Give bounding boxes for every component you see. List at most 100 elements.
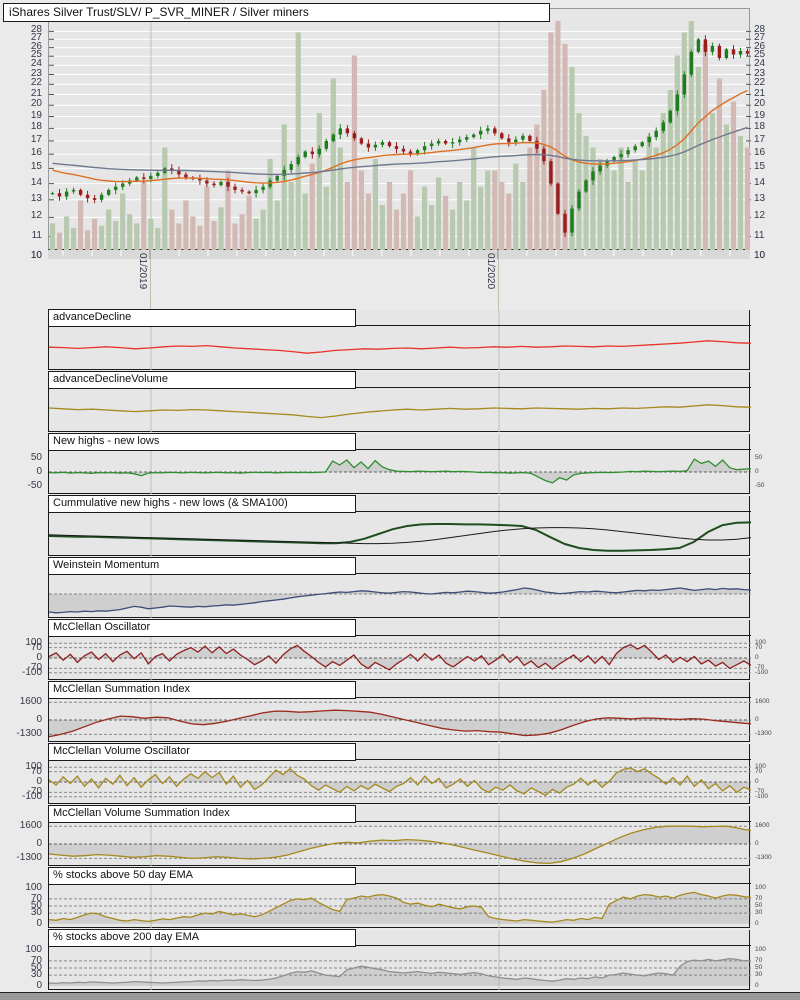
indicator-tick-right: -70: [755, 664, 765, 671]
indicator-tick-right: 30: [755, 909, 763, 916]
price-tick-left: 21: [30, 88, 42, 99]
price-tick-left: 19: [30, 110, 42, 121]
indicator-tick-right: 100: [755, 639, 766, 646]
indicator-tick-left: 30: [30, 907, 42, 918]
price-tick-right: 14: [754, 177, 766, 188]
indicator-tick-left: 0: [36, 652, 42, 663]
price-tick-left: 28: [30, 24, 42, 35]
indicator-tick-right: -100: [755, 669, 769, 676]
slow-ema: [52, 126, 748, 176]
fast-ema: [52, 89, 748, 184]
indicator-tick-left: -50: [27, 480, 42, 491]
indicator-tick-left: -100: [21, 667, 42, 678]
indicator-panel[interactable]: Weinstein Momentum: [48, 557, 751, 618]
price-tick-right: 17: [754, 134, 766, 145]
price-tick-left: 13: [30, 193, 42, 204]
indicator-tick-right: 100: [755, 884, 766, 891]
indicator-tick-left: 0: [36, 776, 42, 787]
price-tick-left: 20: [30, 98, 42, 109]
date-label: 01/2020: [485, 253, 496, 290]
bottom-scroll-strip[interactable]: [0, 992, 800, 1000]
indicator-panel[interactable]: Cummulative new highs - new lows (& SMA1…: [48, 495, 751, 556]
indicator-tick-right: -50: [755, 482, 765, 489]
indicator-panel[interactable]: % stocks above 50 day EMA: [48, 867, 751, 928]
price-chart-svg: [49, 9, 751, 251]
indicator-tick-right: 50: [755, 964, 763, 971]
indicator-tick-left: -100: [21, 791, 42, 802]
McClellan Volume Oscillator-line: [49, 767, 751, 797]
indicator-tick-right: 70: [755, 895, 763, 902]
indicator-tick-left: 70: [30, 642, 42, 653]
indicator-tick-right: 70: [755, 957, 763, 964]
indicator-tick-left: 70: [30, 766, 42, 777]
main-price-chart[interactable]: [48, 8, 751, 251]
indicator-tick-right: 0: [755, 468, 759, 475]
price-tick-left: 25: [30, 49, 42, 60]
price-tick-left: 16: [30, 147, 42, 158]
% stocks above 200 day EMA-line: [49, 958, 751, 985]
price-tick-right: 10: [754, 250, 766, 261]
indicator-tick-left: 1600: [19, 696, 42, 707]
panel-label: McClellan Oscillator: [48, 619, 356, 637]
price-tick-left: 15: [30, 161, 42, 172]
advanceDeclineVolume-line: [49, 404, 751, 419]
indicator-tick-right: 0: [755, 778, 759, 785]
candles: [50, 35, 750, 237]
indicator-panel[interactable]: advanceDecline: [48, 309, 751, 370]
indicator-tick-left: 0: [36, 466, 42, 477]
indicator-tick-left: 50: [30, 900, 42, 911]
indicator-tick-right: 100: [755, 946, 766, 953]
price-tick-right: 10: [754, 250, 766, 261]
McClellan Oscillator-line: [49, 643, 751, 671]
indicator-tick-right: 100: [755, 763, 766, 770]
price-tick-left: 26: [30, 41, 42, 52]
indicator-panel[interactable]: advanceDeclineVolume: [48, 371, 751, 432]
indicator-tick-right: 30: [755, 971, 763, 978]
price-tick-left: 24: [30, 58, 42, 69]
McClellan Summation Index-line: [49, 709, 751, 738]
indicator-tick-right: -1300: [755, 854, 772, 861]
price-tick-left: 10: [30, 250, 42, 261]
indicator-tick-right: 0: [755, 654, 759, 661]
price-tick-left: 11: [31, 230, 42, 241]
panel-label: McClellan Volume Summation Index: [48, 805, 356, 823]
indicator-tick-left: -70: [27, 662, 42, 673]
date-label: 01/2019: [137, 253, 148, 290]
price-tick-right: 18: [754, 121, 766, 132]
indicator-tick-right: -100: [755, 793, 769, 800]
price-tick-right: 22: [754, 77, 766, 88]
panel-label: New highs - new lows: [48, 433, 356, 451]
New highs - new lows-line: [49, 458, 751, 484]
indicator-panel[interactable]: McClellan Oscillator: [48, 619, 751, 680]
volume-bars: [49, 21, 751, 251]
price-tick-right: 11: [754, 230, 765, 241]
indicator-panel[interactable]: New highs - new lows: [48, 433, 751, 494]
price-tick-left: 12: [30, 210, 42, 221]
price-tick-right: 21: [754, 88, 766, 99]
indicator-tick-right: 50: [755, 454, 763, 461]
indicator-tick-right: 0: [755, 982, 759, 989]
indicator-tick-right: 0: [755, 920, 759, 927]
panel-label: Weinstein Momentum: [48, 557, 356, 575]
panel-label: Cummulative new highs - new lows (& SMA1…: [48, 495, 356, 513]
indicator-tick-left: 100: [25, 882, 42, 893]
chart-title: iShares Silver Trust/SLV/ P_SVR_MINER / …: [3, 3, 550, 22]
indicator-tick-left: 0: [36, 714, 42, 725]
panel-label: advanceDecline: [48, 309, 356, 327]
price-tick-right: 12: [754, 210, 766, 221]
indicator-tick-left: -1300: [16, 728, 42, 739]
price-tick-right: 16: [754, 147, 766, 158]
indicator-tick-left: 1600: [19, 820, 42, 831]
indicator-panel[interactable]: McClellan Volume Summation Index: [48, 805, 751, 866]
indicator-panel[interactable]: McClellan Summation Index: [48, 681, 751, 742]
panel-label: % stocks above 50 day EMA: [48, 867, 356, 885]
price-tick-left: 18: [30, 121, 42, 132]
indicator-tick-left: 50: [30, 452, 42, 463]
indicator-panel[interactable]: % stocks above 200 day EMA: [48, 929, 751, 990]
price-tick-left: 17: [30, 134, 42, 145]
indicator-panel[interactable]: McClellan Volume Oscillator: [48, 743, 751, 804]
price-tick-left: 23: [30, 68, 42, 79]
indicator-tick-left: 70: [30, 893, 42, 904]
price-tick-left: 14: [30, 177, 42, 188]
